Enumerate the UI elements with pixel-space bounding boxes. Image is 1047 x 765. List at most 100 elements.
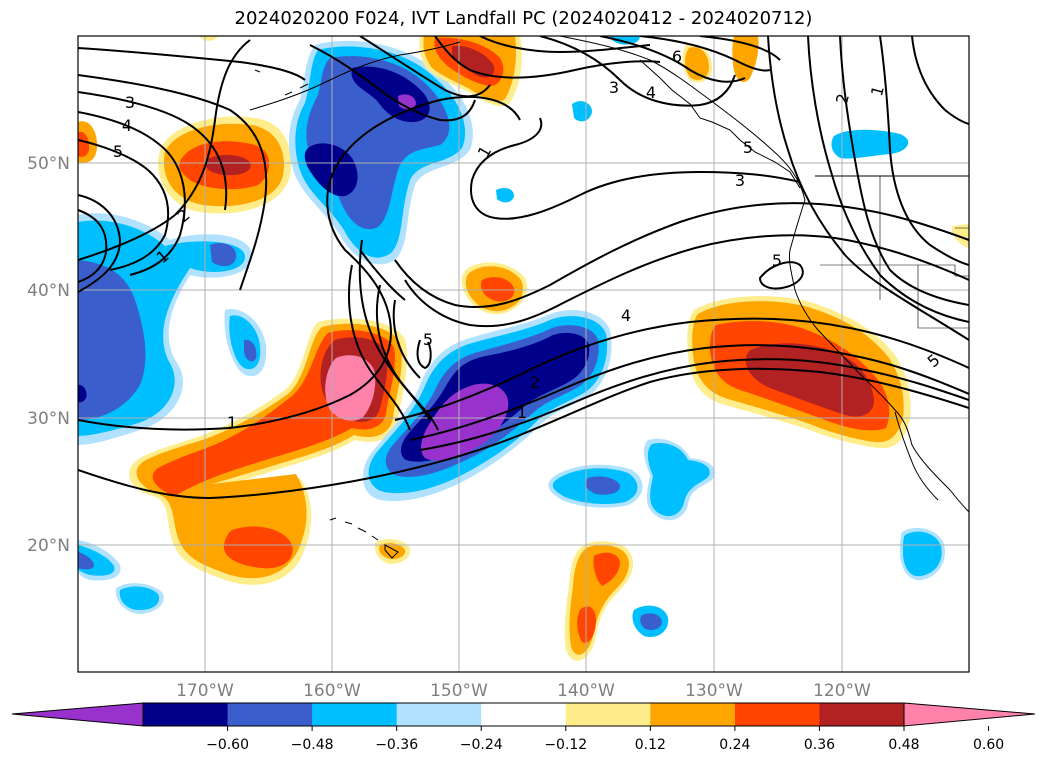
contour-east-1 bbox=[839, 36, 969, 306]
anomaly-nw-hawaii-cyan bbox=[572, 101, 592, 122]
anomaly-band-purple bbox=[421, 383, 509, 461]
lon-label: 120°W bbox=[813, 681, 871, 701]
contour-label: 5 bbox=[743, 138, 753, 157]
lat-label: 50°N bbox=[27, 154, 70, 174]
contour-east-2 bbox=[879, 36, 969, 266]
anomaly-west-blue-small bbox=[210, 243, 237, 267]
anomaly-east-cyan bbox=[647, 442, 710, 517]
contour-ne-1 bbox=[539, 36, 736, 107]
colorbar-cell bbox=[396, 703, 482, 726]
lon-label: 170°W bbox=[176, 681, 234, 701]
contour-nw-6 bbox=[78, 194, 122, 293]
contour-west-1 bbox=[78, 96, 521, 431]
contour-ak-1 bbox=[309, 44, 476, 122]
colorbar-cell bbox=[565, 703, 651, 726]
contour-east-3 bbox=[807, 36, 969, 323]
colorbar-tick-label: 0.24 bbox=[719, 737, 750, 753]
colorbar-cell bbox=[734, 703, 820, 726]
contour-label: 4 bbox=[621, 306, 631, 325]
anomaly-band-red-south bbox=[223, 526, 293, 569]
contour-ne-2 bbox=[599, 36, 746, 83]
anomaly-sw-cyan bbox=[119, 586, 160, 610]
anomaly-aleutian-navy-mid bbox=[304, 143, 358, 197]
anomaly-small-blue bbox=[244, 339, 257, 362]
lon-label: 130°W bbox=[685, 681, 743, 701]
contour-nw-1 bbox=[78, 47, 306, 81]
contour-east-4 bbox=[767, 36, 969, 341]
colorbar-tick-label: 0.12 bbox=[635, 737, 666, 753]
colorbar-cell bbox=[481, 703, 567, 726]
contour-nw-5 bbox=[78, 139, 170, 271]
contour-sub-1 bbox=[394, 317, 969, 421]
lon-label: 150°W bbox=[430, 681, 488, 701]
anomaly-ne-orange-b bbox=[732, 36, 759, 83]
colorbar-cell bbox=[650, 703, 736, 726]
contour-label: 2 bbox=[530, 373, 540, 392]
colorbar-tick-label: −0.12 bbox=[544, 737, 587, 753]
colorbar-extend-min bbox=[11, 702, 144, 727]
baja-coast bbox=[894, 411, 939, 501]
contour-mid-1 bbox=[78, 39, 251, 261]
contour-label: 1 bbox=[867, 83, 888, 98]
contour-gulf-5 bbox=[404, 234, 969, 328]
hawaii-islands bbox=[329, 517, 399, 559]
contour-label: 3 bbox=[125, 93, 135, 112]
contour-ak-2 bbox=[359, 36, 491, 98]
contour-sub-2 bbox=[409, 344, 969, 441]
anomaly-south-red bbox=[593, 552, 620, 586]
contour-label: 1 bbox=[227, 413, 237, 432]
colorbar-tick-label: 0.36 bbox=[804, 737, 835, 753]
contour-label: 2 bbox=[832, 91, 853, 106]
map-border bbox=[77, 35, 970, 673]
anomaly-goa-darkred bbox=[452, 45, 495, 78]
anomaly-nw-cyan-b bbox=[610, 36, 640, 45]
anomaly-south-red-b bbox=[577, 606, 596, 643]
us-west-coast bbox=[789, 199, 969, 513]
colorbar-ticks: −0.60 −0.48 −0.36 −0.24 −0.12 0.12 0.24 0.36 0.4… bbox=[206, 726, 1004, 753]
graticule bbox=[78, 36, 969, 672]
lon-label: 160°W bbox=[303, 681, 361, 701]
anomaly-west-blue bbox=[78, 260, 146, 420]
anomaly-west-navy bbox=[78, 384, 87, 403]
contour-sub-4 bbox=[416, 339, 432, 370]
lon-label: 140°W bbox=[557, 681, 615, 701]
colorbar-cell bbox=[227, 703, 313, 726]
lat-label: 40°N bbox=[27, 281, 70, 301]
colorbar-cell bbox=[312, 703, 398, 726]
anomaly-mid-blue bbox=[585, 476, 620, 495]
contour-label: 3 bbox=[609, 78, 619, 97]
colorbar-tick-label: −0.24 bbox=[460, 737, 503, 753]
contour-gulf-1 bbox=[470, 117, 801, 220]
colorbar: −0.60 −0.48 −0.36 −0.24 −0.12 0.12 0.24 0.36 0.4… bbox=[11, 702, 1036, 753]
colorbar-cell bbox=[143, 703, 229, 726]
contour-sub-3 bbox=[419, 358, 969, 451]
contour-gulf-3 bbox=[479, 36, 651, 54]
contour-label: 5 bbox=[772, 251, 782, 270]
contour-mid-2 bbox=[348, 264, 411, 431]
contour-nw-7 bbox=[78, 209, 108, 283]
state-borders bbox=[820, 176, 969, 329]
colorbar-tick-label: −0.36 bbox=[375, 737, 418, 753]
bc-islands bbox=[639, 59, 801, 189]
latitude-labels: 50°N 40°N 30°N 20°N bbox=[27, 154, 70, 556]
colorbar-tick-label: 0.60 bbox=[973, 737, 1004, 753]
longitude-labels: 170°W 160°W 150°W 140°W 130°W 120°W bbox=[176, 681, 871, 701]
contour-label: 4 bbox=[646, 83, 656, 102]
contour-nw-4 bbox=[78, 111, 186, 276]
contour-ne-4 bbox=[699, 36, 781, 61]
anomaly-nw-yellow-tiny bbox=[198, 36, 218, 41]
map-title: 2024020200 F024, IVT Landfall PC (202402… bbox=[234, 8, 813, 29]
anomaly-hi-red bbox=[480, 277, 515, 302]
contour-ne-3 bbox=[639, 36, 771, 72]
anomaly-farwest-red bbox=[78, 131, 90, 157]
anomaly-far-sw-blue bbox=[78, 552, 94, 570]
contour-nw-3 bbox=[78, 91, 228, 211]
anomaly-south-blue bbox=[640, 613, 662, 631]
contour-gulf-2 bbox=[434, 36, 661, 79]
colorbar-tick-label: 0.48 bbox=[888, 737, 919, 753]
contour-lines bbox=[78, 36, 969, 500]
map-content: 3 4 5 2 1 1 1 5 3 4 6 3 5 4 2 1 1 2 5 5 bbox=[78, 36, 969, 672]
lat-label: 30°N bbox=[27, 409, 70, 429]
contour-label: 3 bbox=[735, 171, 745, 190]
